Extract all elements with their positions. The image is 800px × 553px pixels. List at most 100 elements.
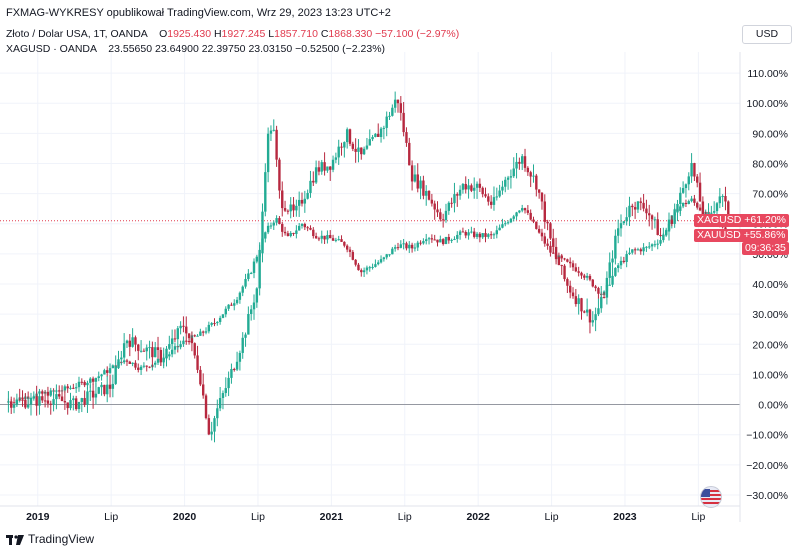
candle-body — [656, 219, 659, 236]
candle-body — [690, 163, 693, 177]
candle-body — [89, 390, 92, 392]
silver-symbol-name: XAGUSD · OANDA — [6, 43, 97, 55]
legend-gold[interactable]: Złoto / Dolar USA, 1T, OANDA O1925.430 H… — [6, 28, 459, 40]
candle-body — [128, 361, 131, 364]
candle-body — [512, 168, 515, 177]
candle-body — [396, 99, 400, 104]
legend-silver[interactable]: XAGUSD · OANDA 23.55650 23.64900 22.3975… — [6, 43, 385, 55]
silver-change: −0.52500 (−2.23%) — [295, 43, 386, 55]
y-tick-label: −20.00% — [746, 460, 788, 472]
price-axis[interactable]: 110.00%100.00%90.00%80.00%70.00%60.00%50… — [746, 68, 788, 502]
y-tick-label: 30.00% — [752, 309, 788, 321]
candle-body — [631, 249, 634, 253]
candle-body — [266, 225, 270, 233]
candle-body — [656, 243, 659, 245]
candle-body — [74, 398, 78, 410]
candle-body — [696, 202, 699, 208]
candle-body — [10, 401, 13, 408]
candle-body — [594, 314, 597, 321]
candle-body — [7, 401, 10, 403]
candle-body — [537, 228, 541, 233]
candle-body — [456, 234, 459, 239]
candle-body — [314, 236, 318, 239]
xau-price-tag[interactable]: XAUUSD +55.86% — [694, 229, 789, 242]
candle-body — [444, 236, 448, 245]
candle-body — [405, 243, 408, 249]
y-tick-label: 10.00% — [752, 369, 788, 381]
candle-body — [427, 238, 431, 240]
candle-body — [190, 338, 194, 344]
candle-body — [227, 304, 230, 309]
candle-body — [72, 387, 75, 389]
candle-body — [588, 275, 592, 280]
x-tick-label: 2019 — [26, 511, 50, 523]
candle-body — [642, 247, 645, 252]
y-tick-label: 70.00% — [752, 189, 788, 201]
candle-body — [66, 402, 69, 409]
candle-body — [673, 212, 676, 224]
candle-body — [645, 246, 648, 248]
candle-body — [269, 130, 273, 134]
candle-body — [693, 163, 696, 177]
candle-body — [255, 288, 259, 303]
us-flag-icon[interactable] — [700, 486, 722, 508]
candle-body — [151, 347, 154, 358]
candle-body — [614, 235, 617, 259]
currency-button[interactable]: USD — [742, 25, 792, 44]
time-axis[interactable]: 2019 Lip 2020 Lip 2021 Lip 2022 Lip 2023 Lip — [26, 511, 705, 523]
candle-body — [264, 172, 267, 212]
candle-body — [433, 239, 436, 241]
y-tick-label: 80.00% — [752, 158, 788, 170]
candle-body — [108, 384, 112, 389]
candle-body — [114, 366, 117, 384]
candle-body — [419, 242, 422, 244]
candle-body — [622, 221, 626, 224]
x-tick-label: Lip — [398, 511, 412, 523]
candle-body — [461, 183, 465, 190]
footer-brand[interactable]: TradingView — [6, 532, 94, 546]
candle-body — [611, 275, 614, 285]
candle-body — [252, 302, 256, 310]
candle-body — [334, 157, 338, 160]
silver-low: 22.39750 — [201, 43, 246, 55]
candle-body — [684, 202, 688, 205]
x-tick-label: Lip — [104, 511, 118, 523]
gold-low: 1857.710 — [274, 28, 318, 40]
candle-body — [568, 261, 572, 264]
candle-body — [529, 212, 532, 220]
candle-body — [320, 235, 323, 239]
candle-body — [467, 232, 470, 236]
xag-price-tag[interactable]: XAGUSD +61.20% — [694, 214, 790, 227]
xau-tag-label: XAUUSD — [697, 229, 741, 241]
candle-body — [97, 376, 100, 379]
candle-body — [148, 347, 151, 349]
candle-body — [345, 245, 349, 250]
candle-body — [170, 338, 174, 345]
candle-body — [690, 198, 693, 202]
candle-body — [354, 148, 357, 152]
candle-body — [168, 344, 171, 349]
candle-body — [495, 196, 498, 198]
candle-body — [718, 196, 722, 204]
candle-body — [187, 340, 191, 343]
candle-body — [526, 210, 530, 213]
candle-body — [196, 335, 199, 337]
candle-body — [275, 218, 278, 223]
y-tick-label: 100.00% — [747, 98, 788, 110]
candle-body — [382, 127, 386, 129]
candle-body — [306, 192, 309, 199]
candle-body — [32, 396, 36, 399]
candle-body — [405, 132, 408, 143]
candle-body — [348, 249, 352, 252]
candle-body — [131, 362, 134, 364]
candle-body — [348, 129, 352, 144]
candle-body — [156, 358, 160, 363]
candle-body — [475, 233, 479, 237]
candle-body — [278, 159, 281, 191]
candle-body — [340, 239, 343, 242]
candle-body — [100, 374, 103, 377]
candle-body — [648, 213, 651, 216]
candle-body — [563, 258, 566, 260]
candle-body — [21, 399, 24, 401]
